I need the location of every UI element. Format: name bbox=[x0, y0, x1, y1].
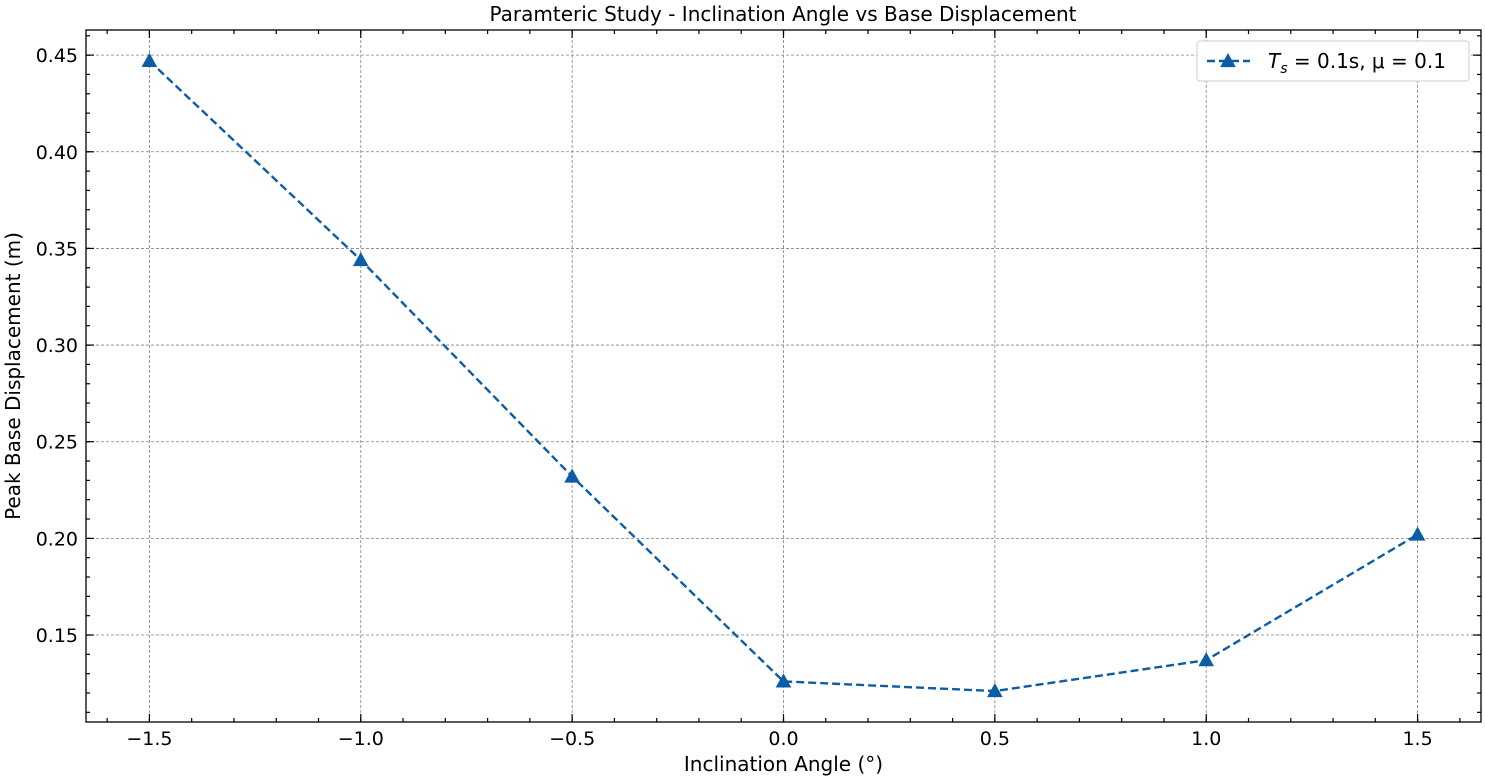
x-tick-label: 1.0 bbox=[1191, 728, 1221, 750]
data-point bbox=[564, 468, 580, 483]
y-axis-label: Peak Base Displacement (m) bbox=[1, 232, 25, 520]
y-tick-label: 0.30 bbox=[36, 335, 78, 357]
legend: Ts = 0.1s, μ = 0.1 bbox=[1196, 40, 1470, 82]
y-tick-label: 0.20 bbox=[36, 528, 78, 550]
data-point bbox=[352, 251, 369, 267]
data-point bbox=[775, 673, 792, 688]
x-tick-label: 0.0 bbox=[768, 728, 798, 750]
x-tick-label: −1.5 bbox=[126, 728, 172, 750]
x-tick-label: 1.5 bbox=[1402, 728, 1432, 750]
y-tick-label: 0.25 bbox=[36, 432, 78, 454]
x-tick-label: −1.0 bbox=[338, 728, 384, 750]
ticks: −1.5 −1.0 −0.5 0.0 0.5 1.0 1.5 0.15 0.20 0.25 0.30… bbox=[36, 30, 1481, 750]
y-tick-label: 0.35 bbox=[36, 238, 78, 260]
legend-box bbox=[1196, 40, 1470, 82]
legend-marker bbox=[1220, 52, 1236, 68]
x-tick-label: 0.5 bbox=[980, 728, 1010, 750]
y-tick-label: 0.45 bbox=[36, 45, 78, 67]
x-tick-label: −0.5 bbox=[549, 728, 595, 750]
data-point bbox=[1409, 526, 1426, 541]
grid bbox=[86, 30, 1481, 722]
series-layer bbox=[141, 52, 1426, 698]
y-tick-label: 0.40 bbox=[36, 142, 78, 164]
data-point bbox=[987, 683, 1003, 698]
data-point bbox=[1198, 652, 1215, 667]
y-tick-label: 0.15 bbox=[36, 625, 78, 647]
x-axis-label: Inclination Angle (°) bbox=[684, 752, 883, 776]
data-point bbox=[141, 52, 158, 68]
chart-title: Paramteric Study - Inclination Angle vs … bbox=[489, 2, 1076, 26]
legend-label: Ts = 0.1s, μ = 0.1 bbox=[1268, 49, 1446, 77]
